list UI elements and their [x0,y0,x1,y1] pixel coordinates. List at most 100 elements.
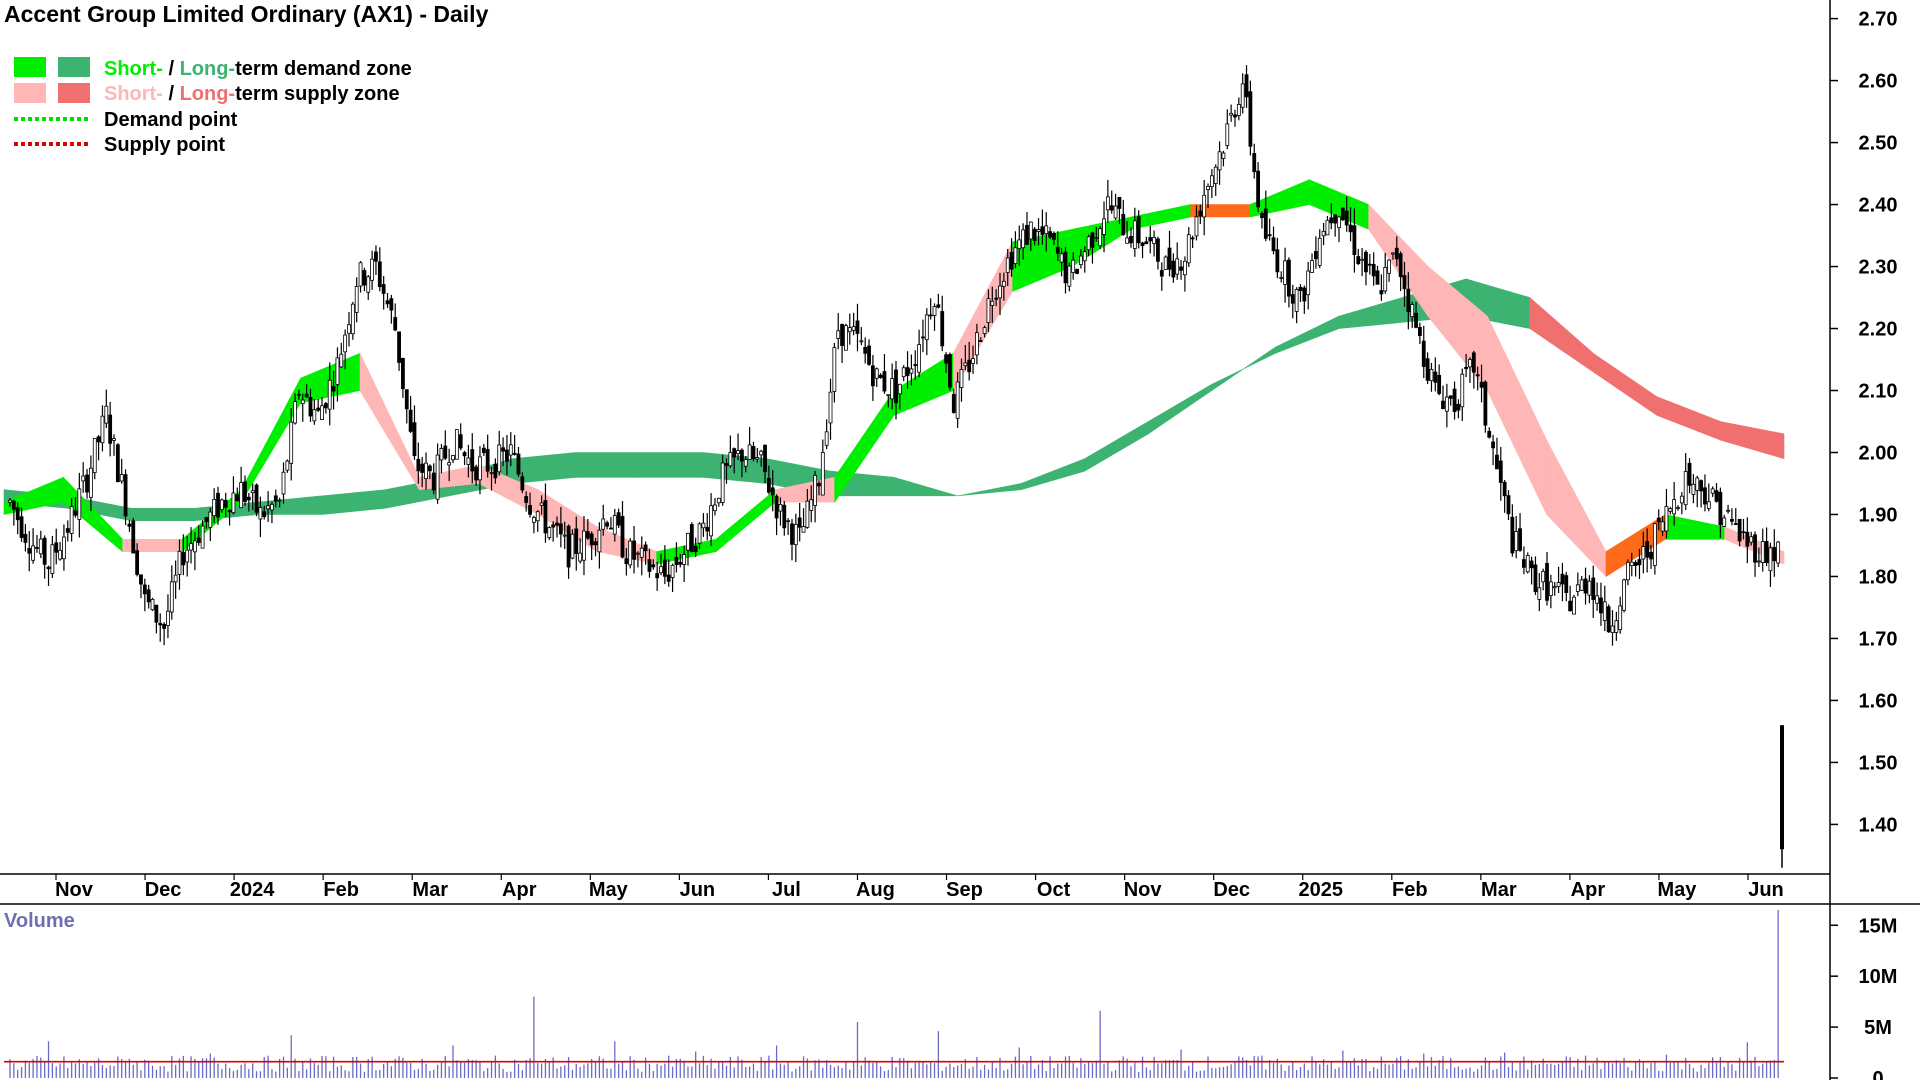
price-tick-label: 2.00 [1859,442,1898,464]
candle-body [451,454,455,461]
candle-body [1294,289,1299,312]
candle-body [1013,247,1018,264]
candle-body [516,453,521,475]
candle-body [1290,294,1295,304]
candle-body [1005,257,1010,273]
candle-body [408,409,413,432]
candle-body [689,524,694,553]
time-tick-label: Sep [946,879,983,901]
time-tick-label: Feb [323,879,359,901]
candle-body [647,559,652,572]
time-tick-label: May [1657,879,1697,901]
candle-body [1229,112,1234,116]
candle-body [154,604,159,623]
time-tick-label: Apr [1571,879,1606,901]
candle-body [1610,625,1615,634]
candle-body [1645,541,1650,558]
candle-body [497,444,502,473]
candle-body [1028,221,1033,240]
candle-body [624,558,629,565]
candle-body [1429,369,1434,382]
candle-body [293,401,297,424]
candle-body [901,367,906,378]
time-tick-label: Mar [412,879,448,901]
candle-body [19,516,24,538]
candle-body [1375,270,1380,285]
candle-body [547,527,552,538]
candle-body [277,499,282,502]
candle-body [909,368,914,374]
candle-body [1502,481,1507,497]
candle-body [1768,547,1773,572]
candle-body [759,450,764,456]
legend-supply-long: Long- [180,83,236,105]
candle-body [674,557,679,565]
candle-body [1749,536,1754,543]
time-tick-label: Dec [145,879,182,901]
legend-demand-zone-label: Short- / Long-term demand zone [104,58,412,80]
candle-body [1475,374,1480,377]
candle-body [431,472,436,491]
candle-body [955,381,960,419]
candle-body [320,405,324,421]
candle-body [258,507,263,520]
candle-body [1144,241,1149,245]
zone-segment [1020,458,1086,491]
candle-body [1113,205,1118,219]
candle-body [582,530,586,561]
candle-body [1094,237,1099,239]
candle-body [15,507,20,521]
candle-body [797,517,802,528]
candle-body [1240,83,1245,108]
candle-body [1344,210,1349,226]
candle-body [135,550,140,575]
candle-body [1325,219,1330,236]
candle-body [1171,260,1176,278]
candle-body [1506,495,1511,515]
time-tick-label: May [589,879,629,901]
candle-body [766,478,771,493]
candle-body [104,405,109,424]
candle-body [670,565,675,578]
candle-body [1275,249,1280,273]
legend-supply-point-label: Supply point [104,134,225,156]
candle-body [1441,400,1445,410]
candle-body [1699,480,1704,492]
time-tick-label: Feb [1392,879,1428,901]
candle-body [1248,91,1253,147]
candle-body [1703,487,1707,505]
candle-body [1079,255,1083,266]
candle-body [1495,454,1499,470]
legend-demand-point-label: Demand point [104,109,238,131]
candle-body [924,314,929,341]
candle-body [793,524,798,546]
candle-body [146,589,151,603]
candle-body [531,517,536,523]
price-tick-label: 1.90 [1859,504,1898,526]
candle-body [501,447,505,452]
candle-body [1048,231,1052,238]
candle-body [354,286,359,313]
time-tick-label: Jun [1748,879,1784,901]
candle-body [1668,508,1673,512]
candle-body [555,522,559,526]
candle-body [1514,531,1519,552]
candle-body [890,378,895,400]
candle-body [454,429,459,460]
candle-body [366,276,371,293]
zone-segment [1211,346,1276,392]
candle-body [944,354,948,364]
candle-body [339,353,344,368]
price-tick-label: 2.40 [1859,195,1898,217]
candle-body [69,506,74,534]
zone-segment [1147,383,1213,435]
candle-body [439,448,444,461]
candle-body [1552,586,1557,589]
time-tick-label: Mar [1481,879,1517,901]
candle-body [882,371,887,392]
time-tick-label: Jul [772,879,801,901]
candle-body [46,566,51,570]
candle-body [886,394,891,397]
